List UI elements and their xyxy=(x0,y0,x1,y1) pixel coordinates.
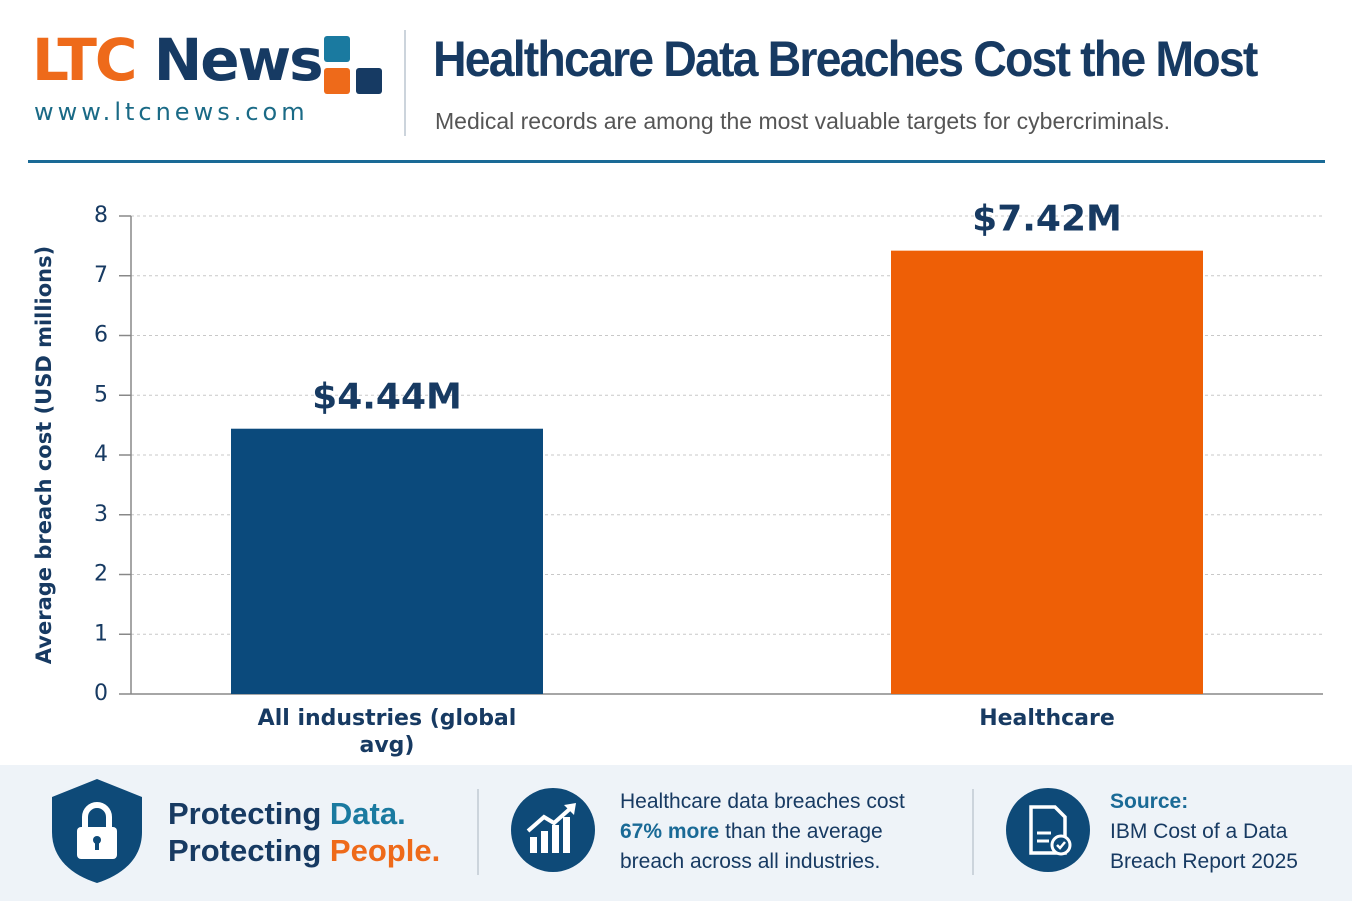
tagline: Protecting Data. Protecting People. xyxy=(168,795,440,869)
value-label: $7.42M xyxy=(972,199,1122,240)
stat-text: Healthcare data breaches cost xyxy=(620,790,905,813)
growth-icon xyxy=(511,788,595,872)
y-tick-label: 2 xyxy=(94,562,108,587)
x-tick-label: All industries (global avg) xyxy=(257,706,517,758)
divider xyxy=(972,789,974,875)
footer: Protecting Data. Protecting People. Heal… xyxy=(0,765,1352,901)
tagline-highlight: People. xyxy=(329,833,441,868)
divider xyxy=(404,30,406,136)
stat-highlight: 67% more xyxy=(620,820,720,843)
x-tick-label: Healthcare xyxy=(979,706,1115,731)
y-tick-label: 6 xyxy=(94,323,108,348)
stat-text: than the average breach across all indus… xyxy=(620,820,883,873)
url: www.ltcnews.com xyxy=(34,98,309,126)
tagline-text: Protecting xyxy=(168,796,322,831)
y-tick-label: 5 xyxy=(94,382,108,407)
source: Source: IBM Cost of a Data Breach Report … xyxy=(1110,787,1330,877)
tagline-text: Protecting xyxy=(168,833,322,868)
bar xyxy=(891,250,1203,694)
bar xyxy=(231,428,543,694)
y-tick-label: 8 xyxy=(94,203,108,228)
logo: LTC News xyxy=(32,26,324,94)
tagline-highlight: Data. xyxy=(329,796,406,831)
stat: Healthcare data breaches cost 67% more t… xyxy=(620,787,940,877)
source-text: IBM Cost of a Data Breach Report 2025 xyxy=(1110,820,1298,873)
source-label: Source: xyxy=(1110,790,1189,813)
logo-text: News xyxy=(153,26,324,94)
rule xyxy=(28,160,1325,163)
document-icon xyxy=(1006,788,1090,872)
logo-text: LTC xyxy=(32,26,137,94)
title: Healthcare Data Breaches Cost the Most xyxy=(433,31,1258,87)
y-tick-label: 3 xyxy=(94,502,108,527)
y-tick-label: 4 xyxy=(94,442,108,467)
shield-icon xyxy=(52,779,142,883)
y-tick-label: 1 xyxy=(94,621,108,646)
value-label: $4.44M xyxy=(312,377,462,418)
y-tick-label: 0 xyxy=(94,681,108,706)
divider xyxy=(477,789,479,875)
chart: Average breach cost (USD millions) 0 1 2 3 4… xyxy=(32,199,1323,706)
y-tick-label: 7 xyxy=(94,263,108,288)
subtitle: Medical records are among the most valua… xyxy=(435,108,1171,134)
logo-icon xyxy=(324,36,382,94)
y-axis-label: Average breach cost (USD millions) xyxy=(32,246,56,664)
